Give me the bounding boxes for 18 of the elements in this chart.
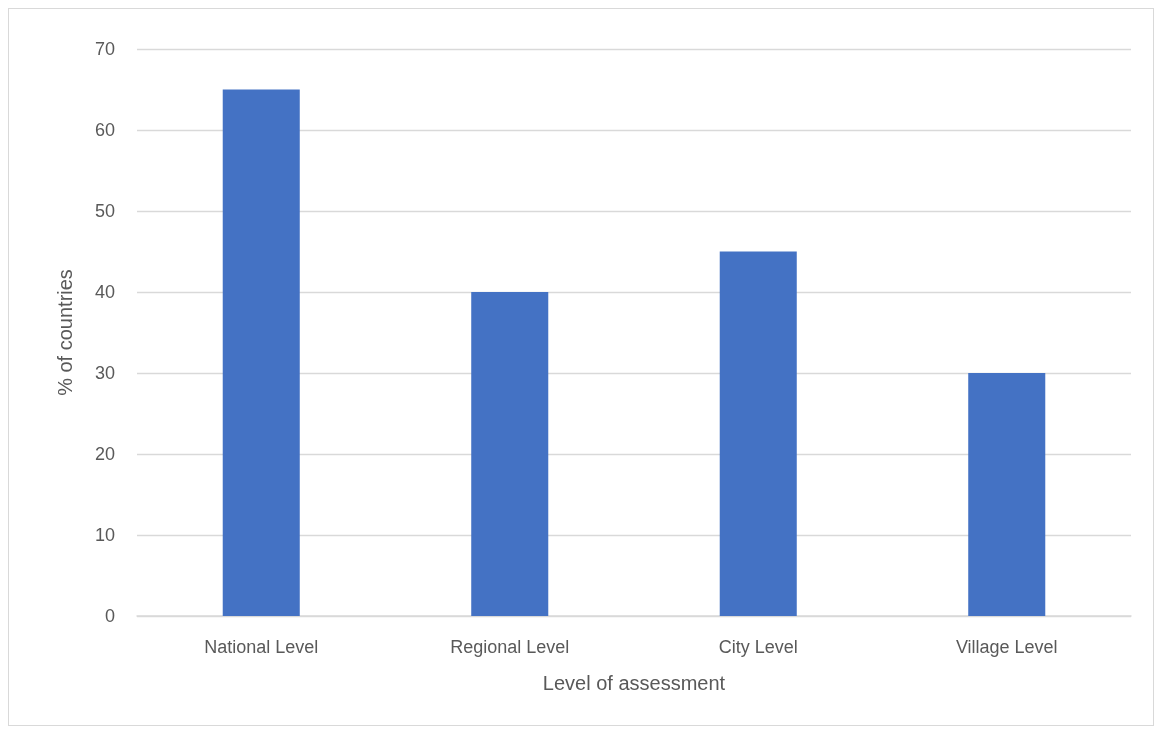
- bar: [222, 89, 300, 616]
- x-tick-label: Village Level: [955, 637, 1058, 657]
- bar: [719, 251, 797, 616]
- y-tick-label: 40: [94, 282, 115, 302]
- y-tick-label: 0: [104, 606, 115, 626]
- bar: [471, 292, 549, 616]
- y-tick-label: 20: [94, 444, 115, 464]
- y-tick-label: 70: [94, 39, 115, 59]
- x-axis-title: Level of assessment: [542, 672, 726, 694]
- bar: [968, 373, 1046, 616]
- y-tick-label: 10: [94, 525, 115, 545]
- y-tick-label: 30: [94, 363, 115, 383]
- y-tick-label: 60: [94, 120, 115, 140]
- y-tick-label: 50: [94, 201, 115, 221]
- y-axis-title: % of countries: [54, 269, 76, 396]
- x-tick-label: National Level: [204, 637, 319, 657]
- x-tick-label: Regional Level: [450, 637, 570, 657]
- x-tick-label: City Level: [718, 637, 798, 657]
